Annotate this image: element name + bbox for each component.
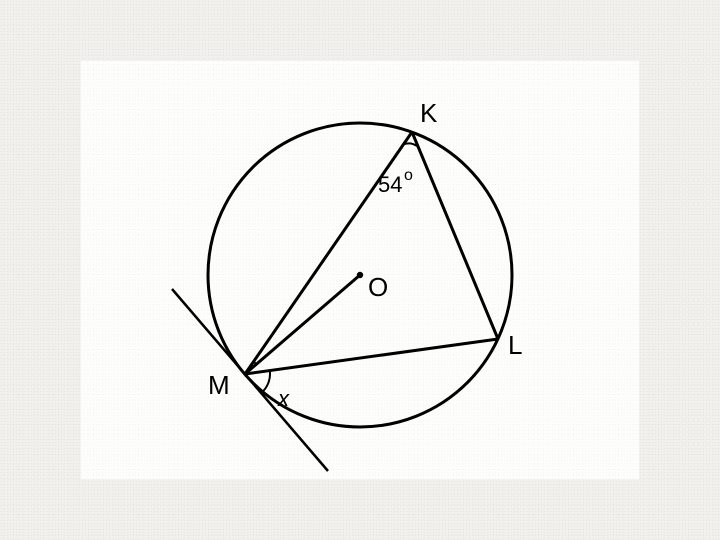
tangent-at-M xyxy=(172,289,328,471)
segment-LM xyxy=(245,339,498,374)
geometry-svg: K L M O 54 o x xyxy=(80,60,640,480)
angle-marker-M-inner xyxy=(254,362,257,365)
label-x: x xyxy=(277,386,290,411)
label-54-degree: o xyxy=(404,167,413,184)
label-M: M xyxy=(208,370,230,400)
label-K: K xyxy=(420,98,438,128)
page-background: K L M O 54 o x xyxy=(0,0,720,540)
segment-KL xyxy=(412,132,498,339)
label-O: O xyxy=(368,272,388,302)
label-54: 54 xyxy=(378,172,402,197)
angle-marker-x xyxy=(261,371,270,393)
label-L: L xyxy=(508,330,522,360)
segment-KM xyxy=(245,132,412,374)
diagram-panel: K L M O 54 o x xyxy=(80,60,640,480)
angle-marker-K xyxy=(404,143,418,146)
